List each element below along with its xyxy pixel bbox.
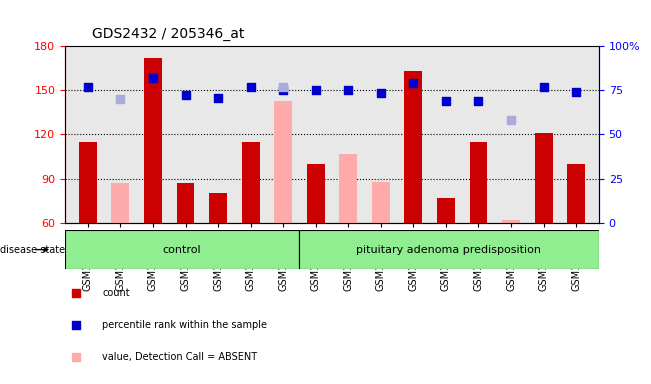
Point [343,87,353,93]
Bar [111,183,130,223]
Point [278,87,288,93]
Bar [469,142,488,223]
Text: GDS2432 / 205346_at: GDS2432 / 205346_at [92,27,244,41]
Point [473,98,484,104]
Text: control: control [163,245,201,255]
Point [115,96,126,102]
Bar [372,182,390,223]
Bar [339,154,357,223]
Point [245,84,256,90]
Bar [404,71,422,223]
Point [148,75,158,81]
Point [213,94,223,101]
Bar [274,101,292,223]
Bar [242,142,260,223]
Point [441,98,451,104]
Text: disease state: disease state [0,245,65,255]
Text: value, Detection Call = ABSENT: value, Detection Call = ABSENT [102,352,258,362]
Point [278,84,288,90]
Bar [307,164,325,223]
Text: percentile rank within the sample: percentile rank within the sample [102,320,268,330]
Point [424,83,434,89]
FancyBboxPatch shape [299,230,599,269]
Bar [79,142,97,223]
Bar [502,220,520,223]
Point [311,87,321,93]
Point [83,84,93,90]
Bar [567,164,585,223]
Point [571,89,581,95]
Point [424,376,434,382]
Text: count: count [102,288,130,298]
Point [506,117,516,123]
Point [376,90,386,96]
FancyBboxPatch shape [65,230,299,269]
Bar [176,183,195,223]
Bar [437,198,455,223]
Bar [534,133,553,223]
Point [408,80,419,86]
Bar [209,193,227,223]
Point [180,91,191,98]
Text: pituitary adenoma predisposition: pituitary adenoma predisposition [356,245,541,255]
Point [538,84,549,90]
Bar [144,58,162,223]
